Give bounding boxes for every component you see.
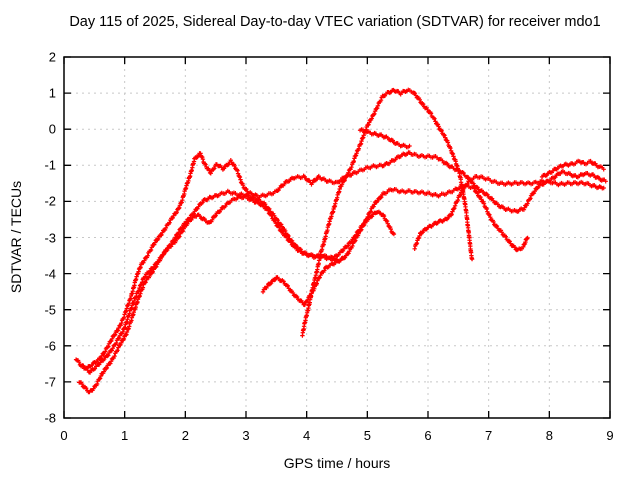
x-tick-label: 4 (303, 428, 311, 443)
x-tick-label: 3 (242, 428, 250, 443)
y-tick-label: -6 (44, 338, 56, 354)
y-tick-label: -7 (44, 374, 56, 390)
x-tick-label: 8 (545, 428, 553, 443)
x-tick-label: 9 (606, 428, 614, 443)
data-series-trace-5 (300, 87, 475, 338)
data-series-trace-3 (81, 194, 397, 375)
data-series-trace-6 (357, 127, 412, 150)
x-tick-label: 0 (60, 428, 68, 443)
y-tick-label: -4 (44, 266, 56, 282)
x-axis-label: GPS time / hours (283, 455, 391, 471)
y-tick-label: -8 (44, 410, 56, 426)
x-tick-label: 2 (181, 428, 189, 443)
y-tick-label: -1 (44, 157, 56, 173)
data-series-trace-8 (539, 158, 606, 180)
plot-border (63, 56, 611, 419)
y-tick-label: -5 (44, 302, 56, 318)
y-tick-label: 0 (48, 121, 56, 137)
y-tick-label: -2 (44, 193, 56, 209)
x-tick-label: 1 (121, 428, 129, 443)
y-tick-label: 2 (48, 49, 56, 65)
grid-lines (64, 57, 610, 418)
x-tick-label: 6 (424, 428, 432, 443)
data-series-trace-7 (412, 174, 606, 251)
chart-title: Day 115 of 2025, Sidereal Day-to-day VTE… (69, 14, 601, 30)
y-tick-label: -3 (44, 230, 56, 245)
x-tick-label: 5 (363, 428, 371, 443)
y-tick-label: 1 (48, 85, 56, 101)
x-tick-label: 7 (485, 428, 493, 443)
data-series-trace-4 (260, 258, 343, 308)
data-series-trace-2 (77, 183, 530, 395)
